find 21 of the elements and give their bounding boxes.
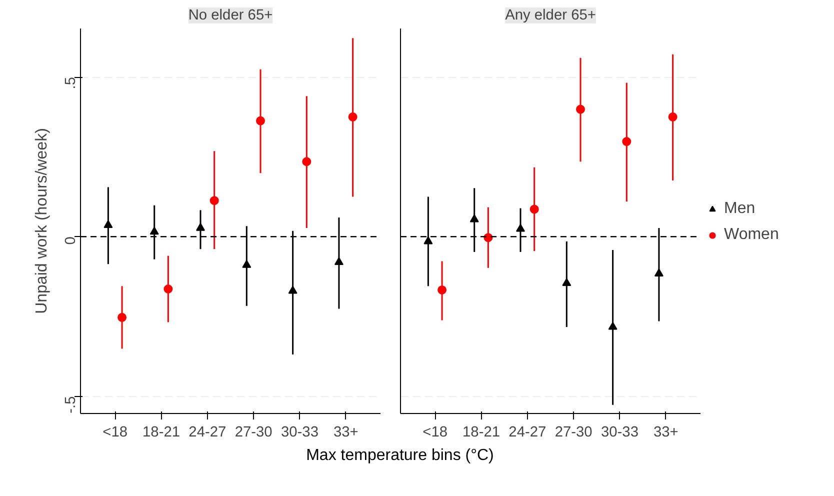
x-tick-label: <18 — [102, 424, 128, 440]
x-tick-label: 27-30 — [234, 424, 272, 440]
y-tick-label: .5 — [63, 77, 79, 90]
x-tick-label: <18 — [422, 424, 448, 440]
x-tick-label: 18-21 — [462, 424, 500, 440]
x-tick-label: 18-21 — [142, 424, 180, 440]
x-tick-label: 27-30 — [554, 424, 592, 440]
legend-label: Men — [724, 200, 756, 218]
x-tick-label: 30-33 — [280, 424, 318, 440]
x-tick-label: 33+ — [653, 424, 678, 440]
x-tick-label: 33+ — [333, 424, 358, 440]
x-tick-label: 30-33 — [600, 424, 638, 440]
y-tick-label: -.5 — [63, 396, 79, 414]
chart-title: Any elder 65+ — [505, 8, 596, 24]
x-tick-label: 24-27 — [508, 424, 546, 440]
x-tick-label: 24-27 — [188, 424, 226, 440]
legend-label: Women — [724, 226, 779, 244]
y-axis-title: Unpaid work (hours/week) — [34, 128, 50, 314]
chart-title: No elder 65+ — [188, 8, 273, 24]
y-tick-label: 0 — [63, 236, 79, 245]
x-axis-title: Max temperature bins (°C) — [306, 446, 494, 466]
